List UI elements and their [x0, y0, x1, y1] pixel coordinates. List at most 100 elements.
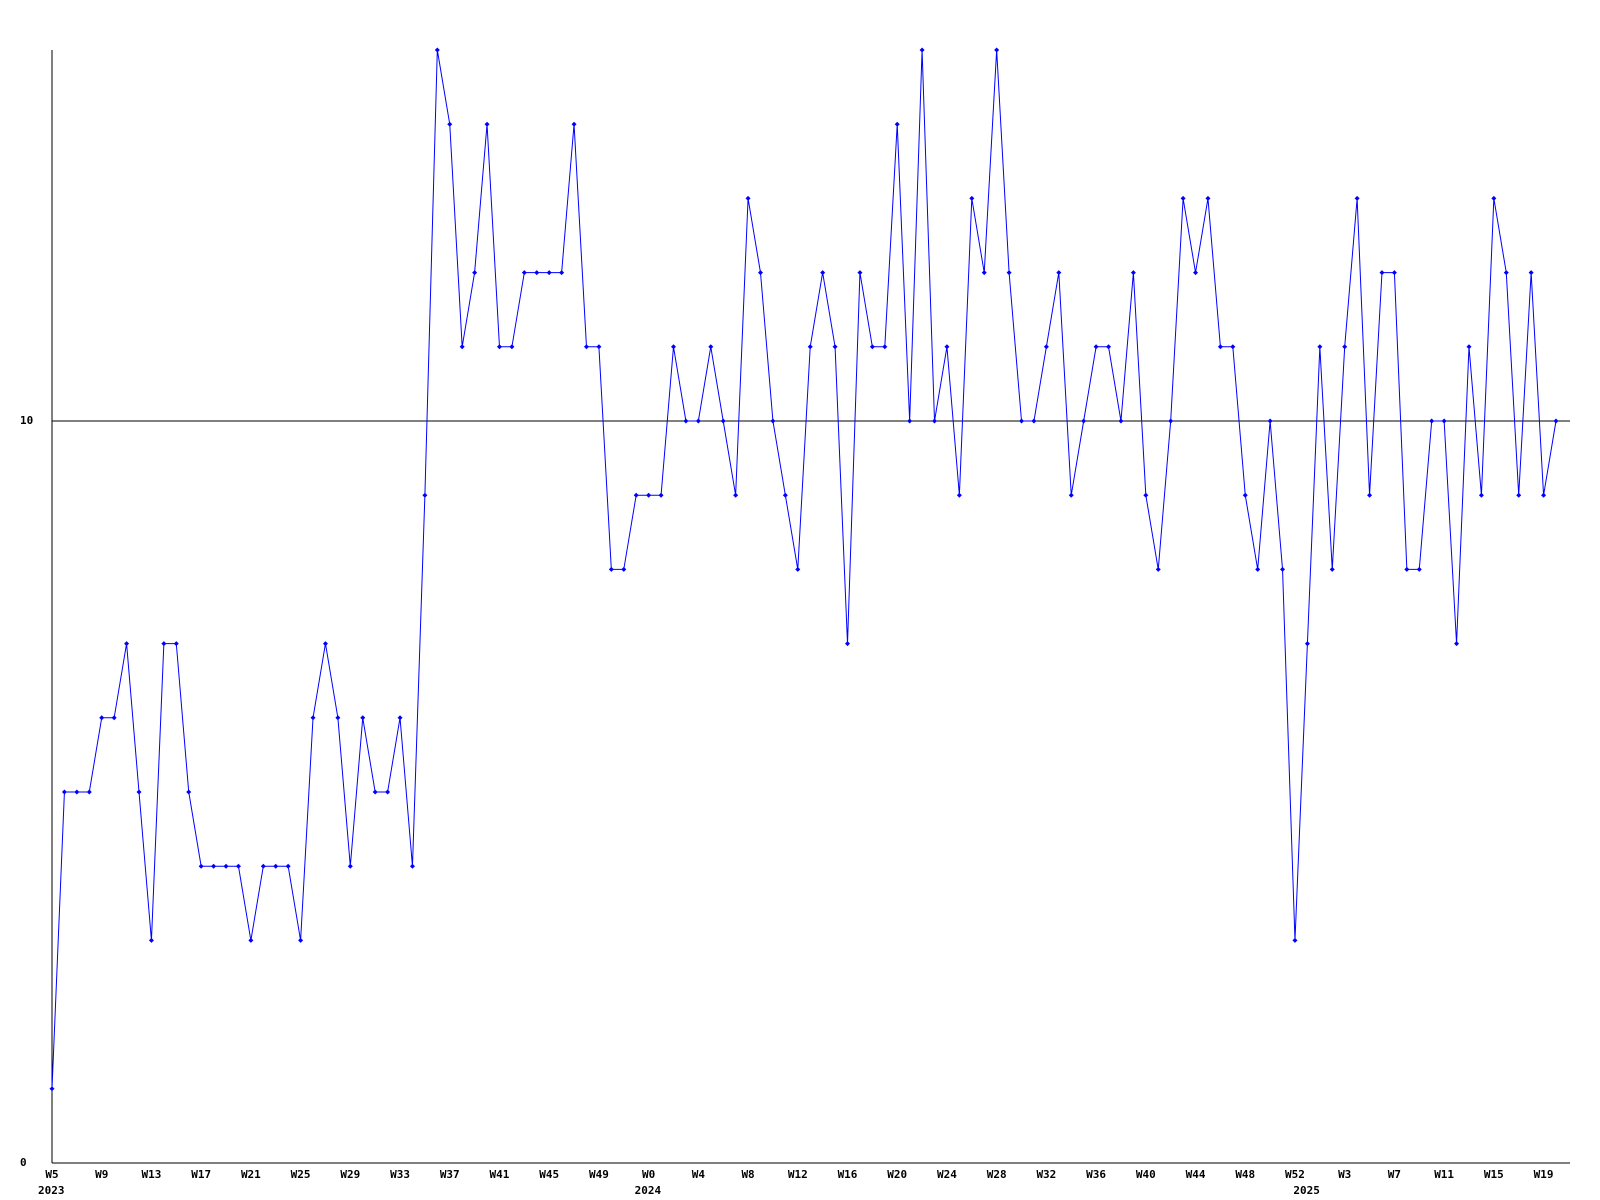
data-point — [782, 492, 788, 498]
data-point — [74, 789, 80, 795]
data-point — [136, 789, 142, 795]
data-point — [919, 47, 925, 53]
data-point — [285, 863, 291, 869]
data-point — [571, 121, 577, 127]
x-tick-label: W3 — [1338, 1168, 1351, 1181]
data-point — [1478, 492, 1484, 498]
data-point — [745, 195, 751, 201]
data-point — [832, 344, 838, 350]
year-label: 2024 — [635, 1184, 662, 1197]
data-point — [211, 863, 217, 869]
data-point — [298, 937, 304, 943]
x-tick-label: W11 — [1434, 1168, 1454, 1181]
x-tick-label: W4 — [692, 1168, 706, 1181]
x-tick-label: W24 — [937, 1168, 957, 1181]
x-tick-label: W45 — [539, 1168, 559, 1181]
data-point — [86, 789, 92, 795]
y-tick-label: 0 — [20, 1156, 27, 1169]
data-line — [51, 49, 1557, 1089]
x-tick-label: W19 — [1534, 1168, 1554, 1181]
data-point — [807, 344, 813, 350]
data-point — [994, 47, 1000, 53]
data-point — [932, 418, 938, 424]
data-point — [1019, 418, 1025, 424]
data-point — [1516, 492, 1522, 498]
x-tick-label: W8 — [741, 1168, 754, 1181]
data-point — [496, 344, 502, 350]
data-point — [347, 863, 353, 869]
x-tick-label: W52 — [1285, 1168, 1305, 1181]
data-point — [1304, 641, 1310, 647]
data-point — [683, 418, 689, 424]
data-point — [1168, 418, 1174, 424]
data-point — [434, 47, 440, 53]
data-point — [310, 715, 316, 721]
data-point — [1429, 418, 1435, 424]
data-point — [1354, 195, 1360, 201]
data-point — [658, 492, 664, 498]
data-point — [695, 418, 701, 424]
data-point — [882, 344, 888, 350]
x-tick-label: W9 — [95, 1168, 108, 1181]
data-point — [1267, 418, 1273, 424]
data-point — [99, 715, 105, 721]
data-point — [708, 344, 714, 350]
x-tick-label: W15 — [1484, 1168, 1504, 1181]
x-tick-label: W13 — [142, 1168, 162, 1181]
x-tick-label: W5 — [45, 1168, 58, 1181]
data-point — [534, 270, 540, 276]
data-point — [49, 1086, 55, 1092]
data-point — [1230, 344, 1236, 350]
data-point — [1416, 566, 1422, 572]
data-point — [1404, 566, 1410, 572]
data-point — [857, 270, 863, 276]
data-point — [1391, 270, 1397, 276]
year-label: 2025 — [1293, 1184, 1320, 1197]
data-point — [459, 344, 465, 350]
data-point — [1454, 641, 1460, 647]
x-tick-label: W41 — [490, 1168, 510, 1181]
data-point — [1106, 344, 1112, 350]
data-point — [1143, 492, 1149, 498]
x-tick-label: W21 — [241, 1168, 261, 1181]
data-point — [1255, 566, 1261, 572]
x-tick-label: W32 — [1036, 1168, 1056, 1181]
data-point — [733, 492, 739, 498]
data-point — [1441, 418, 1447, 424]
x-tick-label: W28 — [987, 1168, 1007, 1181]
data-point — [1031, 418, 1037, 424]
data-point — [1466, 344, 1472, 350]
data-point — [521, 270, 527, 276]
data-point — [397, 715, 403, 721]
data-point — [260, 863, 266, 869]
x-tick-label: W48 — [1235, 1168, 1255, 1181]
data-point — [1056, 270, 1062, 276]
data-point — [148, 937, 154, 943]
data-point — [1193, 270, 1199, 276]
data-point — [608, 566, 614, 572]
x-tick-label: W36 — [1086, 1168, 1106, 1181]
data-point — [223, 863, 229, 869]
data-point — [956, 492, 962, 498]
data-point — [820, 270, 826, 276]
data-point — [409, 863, 415, 869]
data-point — [1068, 492, 1074, 498]
data-point — [509, 344, 515, 350]
data-point — [869, 344, 875, 350]
data-point — [372, 789, 378, 795]
data-point — [1006, 270, 1012, 276]
x-tick-label: W37 — [440, 1168, 460, 1181]
x-tick-label: W25 — [291, 1168, 311, 1181]
data-point — [981, 270, 987, 276]
x-tick-label: W17 — [191, 1168, 211, 1181]
data-point — [845, 641, 851, 647]
data-point — [385, 789, 391, 795]
data-point — [173, 641, 179, 647]
data-point — [1081, 418, 1087, 424]
data-point — [1180, 195, 1186, 201]
data-point — [633, 492, 639, 498]
data-point — [335, 715, 341, 721]
data-point — [1205, 195, 1211, 201]
data-point — [720, 418, 726, 424]
